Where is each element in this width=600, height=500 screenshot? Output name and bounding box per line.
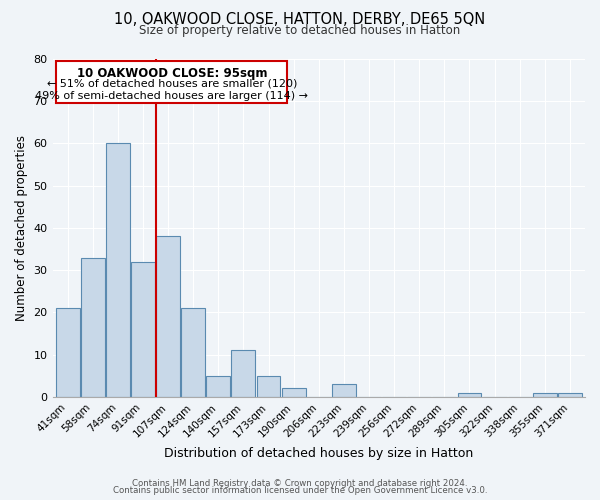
Bar bbox=[106, 144, 130, 397]
Bar bbox=[458, 392, 481, 397]
Bar bbox=[533, 392, 557, 397]
Bar bbox=[232, 350, 256, 397]
Text: 10, OAKWOOD CLOSE, HATTON, DERBY, DE65 5QN: 10, OAKWOOD CLOSE, HATTON, DERBY, DE65 5… bbox=[115, 12, 485, 28]
Text: ← 51% of detached houses are smaller (120): ← 51% of detached houses are smaller (12… bbox=[47, 78, 297, 88]
X-axis label: Distribution of detached houses by size in Hatton: Distribution of detached houses by size … bbox=[164, 447, 473, 460]
Y-axis label: Number of detached properties: Number of detached properties bbox=[15, 135, 28, 321]
FancyBboxPatch shape bbox=[56, 61, 287, 104]
Bar bbox=[257, 376, 280, 397]
Text: 10 OAKWOOD CLOSE: 95sqm: 10 OAKWOOD CLOSE: 95sqm bbox=[77, 66, 267, 80]
Bar bbox=[131, 262, 155, 397]
Bar bbox=[81, 258, 104, 397]
Bar bbox=[282, 388, 305, 397]
Bar bbox=[56, 308, 80, 397]
Bar bbox=[156, 236, 180, 397]
Text: Contains public sector information licensed under the Open Government Licence v3: Contains public sector information licen… bbox=[113, 486, 487, 495]
Bar bbox=[558, 392, 582, 397]
Bar bbox=[181, 308, 205, 397]
Bar bbox=[332, 384, 356, 397]
Text: 49% of semi-detached houses are larger (114) →: 49% of semi-detached houses are larger (… bbox=[35, 90, 308, 101]
Text: Size of property relative to detached houses in Hatton: Size of property relative to detached ho… bbox=[139, 24, 461, 37]
Text: Contains HM Land Registry data © Crown copyright and database right 2024.: Contains HM Land Registry data © Crown c… bbox=[132, 478, 468, 488]
Bar bbox=[206, 376, 230, 397]
